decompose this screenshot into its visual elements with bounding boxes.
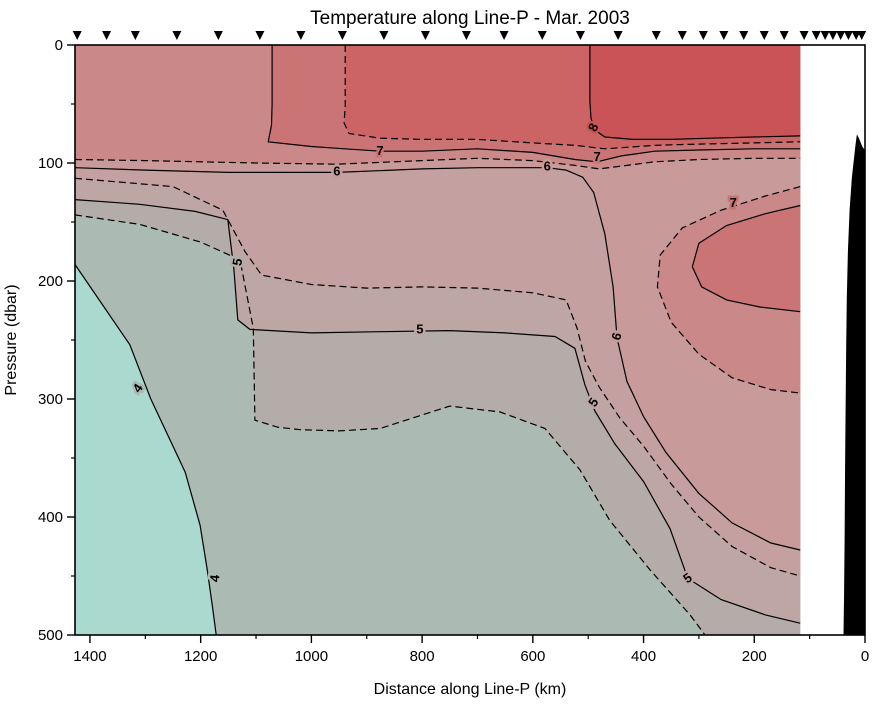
x-axis-title: Distance along Line-P (km) bbox=[374, 681, 567, 698]
x-tick-label: 0 bbox=[861, 648, 869, 665]
chart-title: Temperature along Line-P - Mar. 2003 bbox=[310, 8, 630, 29]
station-marker bbox=[575, 31, 585, 40]
station-marker bbox=[461, 31, 471, 40]
x-tick-label: 800 bbox=[410, 648, 435, 665]
contour-label: 6 bbox=[333, 163, 340, 178]
station-marker bbox=[296, 31, 306, 40]
contour-line-6.5 bbox=[656, 186, 801, 394]
contour-line-5 bbox=[75, 199, 801, 624]
contour-line-7 bbox=[267, 45, 801, 163]
x-tick-label: 200 bbox=[742, 648, 767, 665]
station-marker bbox=[499, 31, 509, 40]
station-marker bbox=[799, 31, 809, 40]
x-tick-label: 400 bbox=[631, 648, 656, 665]
contour-line-7.5 bbox=[343, 45, 801, 150]
station-marker bbox=[379, 31, 389, 40]
y-axis-title: Pressure (dbar) bbox=[3, 284, 20, 395]
station-marker bbox=[172, 31, 182, 40]
band-above-6 bbox=[75, 45, 801, 550]
contour-line-8 bbox=[589, 45, 801, 140]
station-marker bbox=[613, 31, 623, 40]
station-marker bbox=[843, 31, 853, 40]
station-marker bbox=[779, 31, 789, 40]
station-marker bbox=[651, 31, 661, 40]
x-tick-label: 600 bbox=[520, 648, 545, 665]
x-tick-label: 1400 bbox=[73, 648, 106, 665]
station-marker bbox=[420, 31, 430, 40]
contour-line-6.5 bbox=[75, 157, 801, 170]
contour-line-7 bbox=[691, 204, 801, 313]
contour-label: 7 bbox=[730, 195, 737, 210]
y-tick-label: 500 bbox=[38, 627, 63, 644]
y-tick-label: 300 bbox=[38, 391, 63, 408]
bathymetry-shape bbox=[843, 134, 865, 635]
x-tick-label: 1200 bbox=[184, 648, 217, 665]
station-marker bbox=[759, 31, 769, 40]
station-marker bbox=[255, 31, 265, 40]
band-above-7 bbox=[692, 205, 801, 312]
x-tick-label: 1000 bbox=[295, 648, 328, 665]
station-marker bbox=[811, 31, 821, 40]
station-marker bbox=[130, 31, 140, 40]
station-marker bbox=[337, 31, 347, 40]
y-tick-label: 400 bbox=[38, 509, 63, 526]
station-marker bbox=[820, 31, 830, 40]
station-marker bbox=[719, 31, 729, 40]
y-tick-label: 200 bbox=[38, 273, 63, 290]
contour-fills bbox=[75, 45, 801, 635]
contour-label: 7 bbox=[593, 149, 600, 164]
contour-lines bbox=[75, 45, 801, 635]
contour-label: 7 bbox=[376, 143, 383, 158]
station-marker bbox=[213, 31, 223, 40]
x-axis-ticks: 1400 1200 1000 800 600 400 200 0 bbox=[73, 635, 869, 665]
station-marker bbox=[102, 31, 112, 40]
y-tick-label: 100 bbox=[38, 155, 63, 172]
station-marker bbox=[698, 31, 708, 40]
contour-line-4 bbox=[75, 264, 217, 635]
station-marker bbox=[828, 31, 838, 40]
station-marker bbox=[677, 31, 687, 40]
contour-label: 5 bbox=[416, 321, 423, 336]
contour-line-5.5 bbox=[75, 177, 801, 577]
station-markers bbox=[72, 31, 867, 40]
station-marker bbox=[836, 31, 846, 40]
station-marker bbox=[739, 31, 749, 40]
y-axis-ticks: 0 100 200 300 400 500 bbox=[38, 37, 75, 644]
station-marker bbox=[537, 31, 547, 40]
y-tick-label: 0 bbox=[55, 37, 63, 54]
station-marker bbox=[72, 31, 82, 40]
contour-label: 6 bbox=[544, 159, 551, 174]
bathymetry bbox=[843, 134, 865, 635]
contour-line-6 bbox=[75, 167, 801, 551]
band-above-8 bbox=[589, 45, 801, 140]
station-marker bbox=[857, 31, 867, 40]
